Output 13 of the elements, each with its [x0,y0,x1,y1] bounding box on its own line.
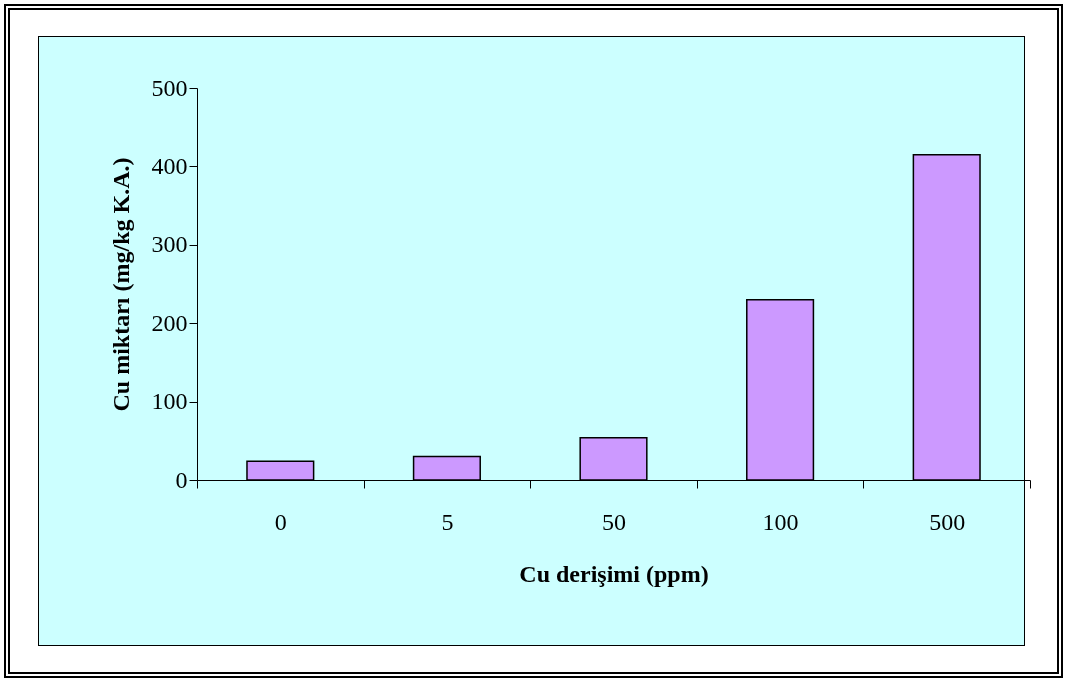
y-tick-label: 300 [151,231,188,258]
x-axis-title: Cu derişimi (ppm) [519,560,709,587]
y-tick-label: 100 [151,388,188,415]
y-tick-label: 500 [151,74,188,101]
x-tick-label: 5 [441,508,454,535]
x-tick-label: 0 [274,508,287,535]
y-tick-label: 200 [151,309,188,336]
x-tick-label: 100 [762,508,799,535]
x-tick-label: 50 [602,508,626,535]
y-tick-label: 400 [151,152,188,179]
y-tick-label: 0 [175,466,188,493]
x-tick-label: 500 [929,508,966,535]
y-axis-title: Cu miktarı (mg/kg K.A.) [107,157,134,412]
